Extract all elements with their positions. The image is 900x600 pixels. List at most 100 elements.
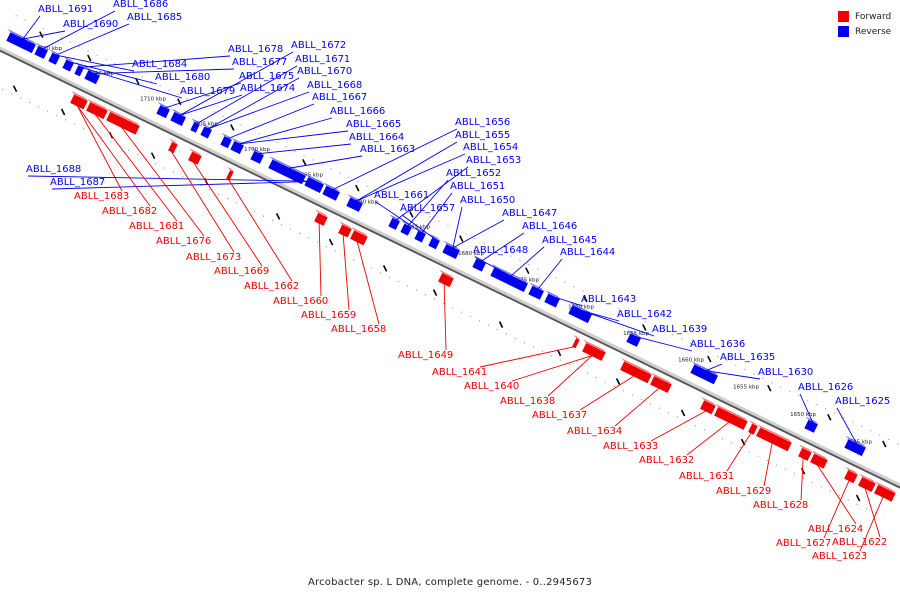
rail-tick: [707, 355, 712, 363]
leader-line: [479, 346, 575, 368]
leader-line: [80, 66, 183, 99]
gene-label: ABLL_1659: [301, 310, 356, 321]
leader-line: [452, 219, 505, 249]
scale-tick-label: 1710 kbp: [140, 96, 166, 102]
leader-line: [76, 105, 123, 192]
leader-line: [635, 336, 693, 352]
scale-tick-label: 1650 kbp: [790, 412, 816, 418]
leader-line: [823, 480, 850, 539]
leader-line: [51, 180, 316, 190]
gene-label: ABLL_1686: [113, 0, 168, 10]
gene-label: ABLL_1635: [720, 352, 775, 363]
gene-label: ABLL_1638: [500, 396, 555, 407]
leader-line: [179, 51, 294, 116]
rail-tick: [302, 159, 307, 166]
leader-line: [342, 234, 350, 311]
leader-line: [511, 355, 593, 382]
leader-line: [76, 105, 151, 207]
rail-tick: [855, 494, 861, 502]
gene-label: ABLL_1666: [330, 106, 385, 117]
leader-line: [164, 82, 242, 109]
rail-tick: [12, 85, 18, 93]
reverse-gene-block: [219, 132, 233, 150]
forward-gene-block: [85, 98, 109, 120]
gene-label: ABLL_1657: [400, 203, 455, 214]
gene-label: ABLL_1671: [295, 54, 350, 65]
gene-label: ABLL_1653: [466, 155, 521, 166]
leader-line: [537, 258, 563, 290]
reverse-swatch: [838, 26, 849, 37]
scale-tick-label: 1705 kbp: [192, 122, 218, 128]
gene-label: ABLL_1649: [398, 350, 453, 361]
gene-label: ABLL_1628: [753, 500, 808, 511]
gene-label: ABLL_1677: [232, 57, 287, 68]
gene-label: ABLL_1672: [291, 40, 346, 51]
forward-gene-block: [809, 450, 829, 470]
legend-label-forward: Forward: [855, 11, 892, 22]
leader-line: [864, 487, 881, 538]
gene-label: ABLL_1688: [26, 164, 81, 175]
gene-label: ABLL_1633: [603, 441, 658, 452]
leader-line: [859, 496, 884, 552]
gene-label: ABLL_1644: [560, 247, 615, 258]
leader-line: [22, 15, 41, 40]
leader-line: [705, 370, 761, 380]
scale-tick-label: 1690 kbp: [352, 199, 378, 205]
leader-line: [318, 222, 322, 297]
reverse-gene-block: [345, 193, 364, 213]
rail-tick: [355, 184, 360, 192]
forward-gene-block: [649, 372, 673, 394]
gene-label: ABLL_1658: [331, 324, 386, 335]
rail-tick: [135, 77, 140, 85]
leader-line: [614, 387, 660, 427]
leader-line: [407, 179, 449, 227]
leader-line: [179, 94, 243, 116]
rail-tick: [275, 213, 281, 220]
reverse-gene-block: [689, 360, 719, 386]
gene-label: ABLL_1629: [716, 486, 771, 497]
forward-gene-block: [437, 269, 455, 288]
scale-tick-label: 1695 kbp: [297, 173, 323, 179]
gene-label: ABLL_1641: [432, 367, 487, 378]
leader-line: [227, 178, 293, 282]
leader-line: [93, 68, 235, 75]
leader-line: [94, 113, 178, 222]
dotted-rail: [15, 15, 900, 446]
dotted-rail: [0, 87, 885, 518]
leader-line: [401, 214, 437, 240]
forward-gene-block: [313, 209, 329, 227]
forward-gene-block: [619, 358, 653, 385]
genome-caption: Arcobacter sp. L DNA, complete genome. -…: [307, 577, 593, 588]
forward-gene-block: [337, 221, 353, 239]
leader-line: [80, 55, 231, 68]
gene-label: ABLL_1673: [186, 252, 241, 263]
gene-label: ABLL_1691: [38, 4, 93, 15]
leader-line: [474, 256, 512, 277]
gene-label: ABLL_1682: [102, 206, 157, 217]
leader-line: [207, 91, 310, 130]
leader-line: [553, 296, 584, 307]
forward-gene-block: [167, 138, 179, 154]
reverse-gene-block: [413, 226, 427, 244]
forward-gene-block: [571, 334, 581, 350]
scale-tick-label: 1670 kbp: [568, 304, 594, 310]
gene-label: ABLL_1655: [455, 130, 510, 141]
scale-tick-label: 1665 kbp: [623, 331, 649, 337]
gene-label: ABLL_1634: [567, 426, 622, 437]
reverse-gene-block: [5, 28, 37, 54]
forward-gene-block: [187, 148, 203, 166]
reverse-gene-block: [387, 214, 401, 231]
rail-tick: [409, 210, 414, 218]
gene-label: ABLL_1622: [832, 537, 887, 548]
legend-label-reverse: Reverse: [855, 26, 892, 37]
leader-line: [581, 310, 655, 337]
rail-tick: [459, 235, 464, 242]
gene-label: ABLL_1678: [228, 44, 283, 55]
gene-label: ABLL_1687: [50, 177, 105, 188]
reverse-gene-block: [527, 282, 545, 301]
rail-tick: [615, 378, 621, 385]
forward-gene-block: [797, 444, 813, 462]
rail-tick: [583, 295, 588, 303]
leader-line: [22, 30, 66, 40]
